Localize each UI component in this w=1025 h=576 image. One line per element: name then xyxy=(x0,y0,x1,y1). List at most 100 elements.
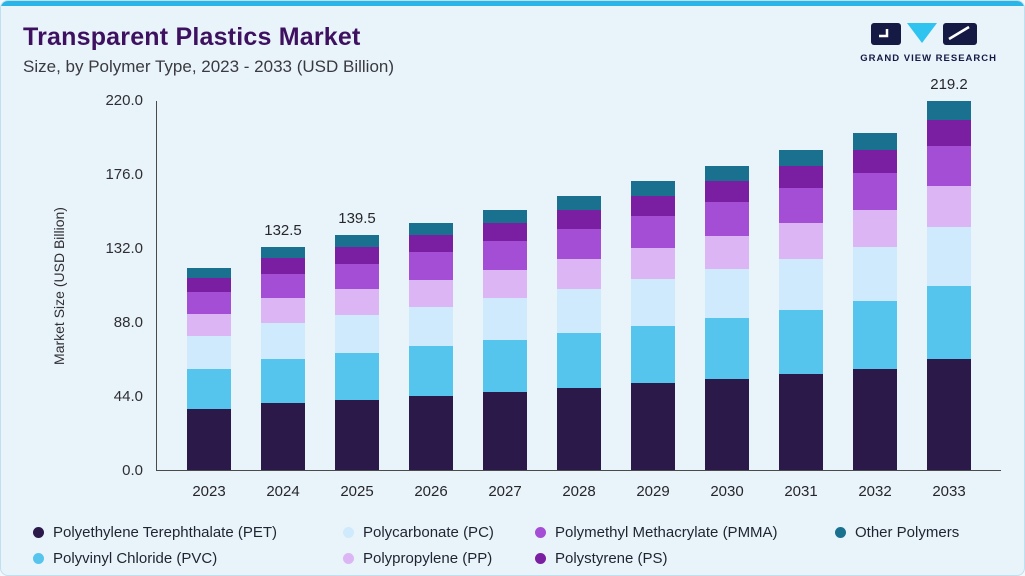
x-axis-tick-label: 2026 xyxy=(414,483,448,500)
bar-segment xyxy=(927,101,971,120)
bar-segment xyxy=(927,186,971,227)
x-axis-tick-label: 2025 xyxy=(340,483,374,500)
bar-segment xyxy=(483,240,527,270)
bar-segment xyxy=(261,247,305,259)
bar-segment xyxy=(853,247,897,302)
bar-segment xyxy=(853,301,897,369)
bar-segment xyxy=(631,195,675,216)
bar-segment xyxy=(631,383,675,470)
y-axis-tick-label: 44.0 xyxy=(113,388,143,405)
bar-segment xyxy=(187,267,231,278)
y-axis-tick-label: 0.0 xyxy=(122,462,143,479)
bar-segment xyxy=(409,235,453,253)
bar-value-label: 139.5 xyxy=(338,210,376,228)
x-axis-tick-label: 2032 xyxy=(858,483,892,500)
bar-2024: 132.5 2024 xyxy=(261,222,305,500)
bar-segment xyxy=(853,173,897,211)
bar-segment xyxy=(631,181,675,196)
bar-segment xyxy=(409,252,453,280)
bar-segment xyxy=(853,132,897,150)
bar-segment xyxy=(335,235,379,248)
logo-slash-icon xyxy=(948,25,970,41)
bar-segment xyxy=(557,228,601,259)
bar-segment xyxy=(483,222,527,241)
bar-value-label: 132.5 xyxy=(264,222,302,240)
page-title: Transparent Plastics Market xyxy=(23,23,361,51)
bar-segment xyxy=(557,289,601,333)
bar-2026: 2026 xyxy=(409,222,453,500)
bar-2025: 139.5 2025 xyxy=(335,210,379,500)
bar-segment xyxy=(557,258,601,290)
bar-segment xyxy=(779,258,823,310)
bar-segment xyxy=(927,359,971,470)
bar-segment xyxy=(335,247,379,264)
bar-2031: 2031 xyxy=(779,150,823,500)
bar-segment xyxy=(705,235,749,270)
bar-value-label: 219.2 xyxy=(930,76,968,94)
bar-segment xyxy=(483,209,527,223)
bar-segment xyxy=(261,403,305,470)
bar-segment xyxy=(483,298,527,340)
legend-label: Polystyrene (PS) xyxy=(555,550,668,567)
bar-segment xyxy=(927,119,971,146)
logo-triangle-icon xyxy=(907,23,937,43)
bar-segment xyxy=(705,181,749,203)
bar-segment xyxy=(409,279,453,307)
bar-segment xyxy=(187,368,231,410)
legend-color-dot-icon xyxy=(535,553,546,564)
bar-segment xyxy=(187,314,231,337)
bar-segment xyxy=(631,279,675,326)
x-axis-tick-label: 2029 xyxy=(636,483,670,500)
bar-segment xyxy=(261,258,305,274)
bar-segment xyxy=(631,325,675,384)
bar-segment xyxy=(705,269,749,318)
chart-subtitle: Size, by Polymer Type, 2023 - 2033 (USD … xyxy=(23,57,395,76)
bar-segment xyxy=(779,309,823,374)
bar-segment xyxy=(705,378,749,470)
bar-segment xyxy=(409,395,453,470)
x-axis-tick-label: 2028 xyxy=(562,483,596,500)
bar-2030: 2030 xyxy=(705,166,749,500)
bar-segment xyxy=(409,346,453,396)
bar-segment xyxy=(187,336,231,369)
legend-label: Polyvinyl Chloride (PVC) xyxy=(53,550,218,567)
y-axis-tick-label: 88.0 xyxy=(113,314,143,331)
grand-view-research-logo: GRAND VIEW RESEARCH xyxy=(860,23,996,64)
x-axis-tick-label: 2030 xyxy=(710,483,744,500)
legend-item: Polymethyl Methacrylate (PMMA) xyxy=(535,524,835,541)
plot-area: 2023 132.5 2024 139.5 2025 2026 2027 2028 2029 20… xyxy=(105,76,1001,500)
bar-segment xyxy=(557,332,601,388)
bar-segment xyxy=(557,195,601,210)
logo-square2-icon xyxy=(943,23,977,45)
bars: 2023 132.5 2024 139.5 2025 2026 2027 2028 2029 20… xyxy=(157,76,1001,500)
bar-2023: 2023 xyxy=(187,267,231,500)
legend-item: Polypropylene (PP) xyxy=(343,550,535,567)
legend-color-dot-icon xyxy=(343,553,354,564)
y-axis-tick-label: 176.0 xyxy=(105,166,143,183)
y-axis-tick-label: 132.0 xyxy=(105,240,143,257)
bar-segment xyxy=(779,165,823,189)
bar-segment xyxy=(927,285,971,360)
x-axis-tick-label: 2023 xyxy=(192,483,226,500)
logo-glyph-icon xyxy=(879,29,889,38)
bar-segment xyxy=(779,188,823,224)
bar-segment xyxy=(483,391,527,470)
legend-item: Other Polymers xyxy=(835,524,959,541)
bar-segment xyxy=(261,298,305,323)
legend-color-dot-icon xyxy=(835,527,846,538)
bar-segment xyxy=(261,273,305,299)
bar-segment xyxy=(853,368,897,470)
legend-item: Polycarbonate (PC) xyxy=(343,524,535,541)
bar-2028: 2028 xyxy=(557,195,601,500)
legend-label: Polypropylene (PP) xyxy=(363,550,493,567)
bar-2032: 2032 xyxy=(853,132,897,500)
accent-stripe xyxy=(1,1,1024,6)
bar-segment xyxy=(335,399,379,470)
bar-segment xyxy=(779,150,823,166)
legend-label: Polycarbonate (PC) xyxy=(363,524,494,541)
legend-color-dot-icon xyxy=(33,553,44,564)
bar-segment xyxy=(853,149,897,174)
bar-segment xyxy=(335,315,379,353)
bar-segment xyxy=(779,373,823,470)
legend-label: Polymethyl Methacrylate (PMMA) xyxy=(555,524,778,541)
